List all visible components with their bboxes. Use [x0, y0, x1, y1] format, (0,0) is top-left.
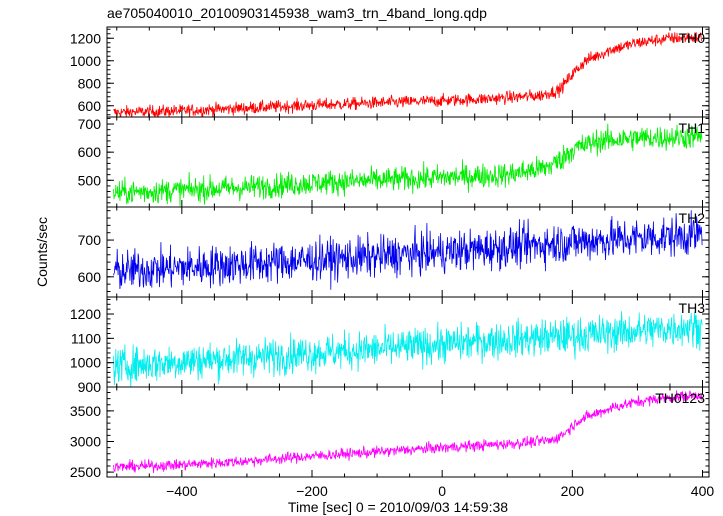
y-tick-label: 900: [78, 379, 102, 395]
panel-frame: [106, 116, 710, 208]
panel-label-th3: TH3: [679, 300, 706, 316]
series-th1-line: [113, 123, 703, 207]
series-th3-line: [113, 311, 703, 387]
y-tick-label: 700: [78, 116, 102, 132]
x-tick-label: 200: [561, 483, 585, 499]
panel-label-th0: TH0: [679, 30, 706, 46]
y-tick-label: 2500: [70, 464, 101, 480]
series-th0-line: [113, 32, 703, 117]
series-th2-line: [113, 210, 703, 290]
panel-label-th0123: TH0123: [655, 390, 705, 406]
panel-th0123: 2500 3000 3500 TH0123: [70, 386, 710, 480]
x-axis: −400 −200 0 200 400: [166, 483, 714, 499]
y-tick-label: 3500: [70, 403, 101, 419]
y-tick-label: 600: [78, 144, 102, 160]
y-tick-label: 1200: [70, 30, 101, 46]
panel-th2: 600 700 TH2: [78, 206, 710, 298]
series-th0123-line: [113, 390, 703, 474]
panel-th3: 900 1000 1100 1200 TH3: [70, 296, 710, 395]
y-tick-label: 800: [78, 75, 102, 91]
x-tick-label: −400: [166, 483, 198, 499]
y-axis-label: Counts/sec: [34, 217, 50, 287]
panels-group: 600 800 1000 1200 TH0 500 600 700 TH1 600 700 TH2 90…: [70, 26, 710, 480]
y-tick-label: 1000: [70, 355, 101, 371]
y-tick-label: 600: [78, 98, 102, 114]
panel-label-th1: TH1: [679, 120, 706, 136]
x-tick-label: 0: [438, 483, 446, 499]
figure-title: ae705040010_20100903145938_wam3_trn_4ban…: [107, 5, 487, 21]
y-tick-label: 500: [78, 172, 102, 188]
panel-th1: 500 600 700 TH1: [78, 116, 710, 208]
panel-th0: 600 800 1000 1200 TH0: [70, 26, 710, 118]
y-tick-label: 1000: [70, 53, 101, 69]
y-tick-label: 700: [78, 232, 102, 248]
y-tick-label: 3000: [70, 433, 101, 449]
panel-frame: [106, 26, 710, 118]
panel-label-th2: TH2: [679, 210, 706, 226]
x-tick-label: −200: [296, 483, 328, 499]
y-tick-label: 600: [78, 269, 102, 285]
y-tick-label: 1200: [70, 306, 101, 322]
x-tick-label: 400: [691, 483, 715, 499]
y-tick-label: 1100: [71, 330, 101, 346]
panel-frame: [106, 386, 710, 478]
x-axis-label: Time [sec] 0 = 2010/09/03 14:59:38: [288, 499, 508, 515]
